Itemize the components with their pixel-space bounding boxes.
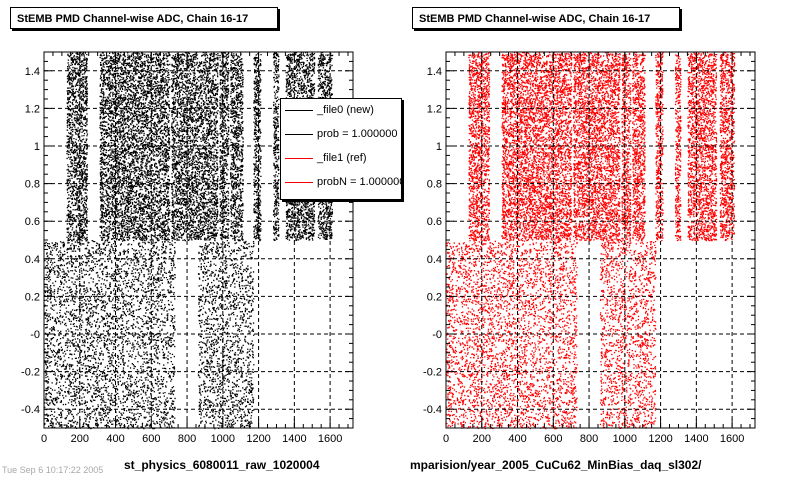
legend-entry-prob: prob = 1.000000 — [281, 127, 401, 141]
right-x-tick-label: 200 — [473, 433, 491, 445]
right-y-tick-label: 1.4 — [427, 66, 442, 78]
right-x-tick-label: 0 — [443, 433, 449, 445]
right-scatter-marks — [446, 52, 736, 430]
left-y-tick-label: -0.2 — [21, 367, 40, 379]
right-x-tick-label: 1600 — [720, 433, 744, 445]
left-y-tick-label: -0.4 — [21, 404, 40, 416]
right-y-tick-label: 1 — [436, 141, 442, 153]
left-x-tick-label: 400 — [106, 433, 124, 445]
left-y-tick-label: 0.8 — [25, 179, 40, 191]
right-x-tick-label: 800 — [580, 433, 598, 445]
left-y-tick-label: 1.4 — [25, 66, 40, 78]
legend-label-probn: probN = 1.000000 — [317, 176, 402, 188]
left-x-tick-label: 0 — [41, 433, 47, 445]
right-y-tick-label: 0.2 — [427, 291, 442, 303]
legend-swatch-prob — [285, 134, 313, 135]
left-plot-title: StEMB PMD Channel-wise ADC, Chain 16-17 — [10, 7, 278, 29]
right-y-tick-label: -0.4 — [423, 404, 442, 416]
right-y-tick-label: 1.2 — [427, 103, 442, 115]
left-x-tick-label: 1400 — [282, 433, 306, 445]
left-legend: _file0 (new) prob = 1.000000 _file1 (ref… — [280, 98, 402, 200]
right-x-tick-label: 400 — [508, 433, 526, 445]
legend-label-prob: prob = 1.000000 — [317, 128, 398, 140]
right-plot-title: StEMB PMD Channel-wise ADC, Chain 16-17 — [412, 7, 680, 29]
left-y-tick-label: 0.2 — [25, 291, 40, 303]
right-filename: mparision/year_2005_CuCu62_MinBias_daq_s… — [410, 458, 702, 472]
legend-swatch-ref — [285, 158, 313, 159]
left-y-tick-label: 1.2 — [25, 103, 40, 115]
right-x-tick-label: 600 — [544, 433, 562, 445]
left-filename: st_physics_6080011_raw_1020004 — [124, 458, 320, 472]
left-y-tick-label: 0.4 — [25, 254, 40, 266]
left-y-tick-label: -0 — [30, 329, 40, 341]
right-x-tick-label: 1200 — [648, 433, 672, 445]
legend-swatch-new — [285, 110, 313, 111]
left-scatter-marks — [44, 52, 334, 430]
left-x-tick-label: 600 — [142, 433, 160, 445]
legend-label-ref: _file1 (ref) — [317, 152, 367, 164]
legend-swatch-probn — [285, 182, 313, 183]
right-y-tick-label: 0.4 — [427, 254, 442, 266]
left-x-tick-label: 1000 — [211, 433, 235, 445]
left-x-tick-label: 1600 — [318, 433, 342, 445]
left-x-tick-label: 800 — [178, 433, 196, 445]
legend-label-new: _file0 (new) — [317, 104, 374, 116]
right-y-tick-label: -0.2 — [423, 367, 442, 379]
footer-timestamp: Tue Sep 6 10:17:22 2005 — [2, 465, 104, 475]
right-y-tick-label: 0.6 — [427, 216, 442, 228]
right-x-tick-label: 1000 — [613, 433, 637, 445]
legend-entry-ref: _file1 (ref) — [281, 151, 401, 165]
left-y-tick-label: 1 — [34, 141, 40, 153]
legend-entry-new: _file0 (new) — [281, 103, 401, 117]
left-x-tick-label: 1200 — [246, 433, 270, 445]
right-y-tick-label: -0 — [432, 329, 442, 341]
right-y-tick-label: 0.8 — [427, 179, 442, 191]
legend-entry-probn: probN = 1.000000 — [281, 175, 401, 189]
left-x-tick-label: 200 — [71, 433, 89, 445]
left-scatter-points — [44, 52, 334, 430]
right-x-tick-label: 1400 — [684, 433, 708, 445]
left-y-tick-label: 0.6 — [25, 216, 40, 228]
right-scatter-points — [446, 52, 736, 430]
